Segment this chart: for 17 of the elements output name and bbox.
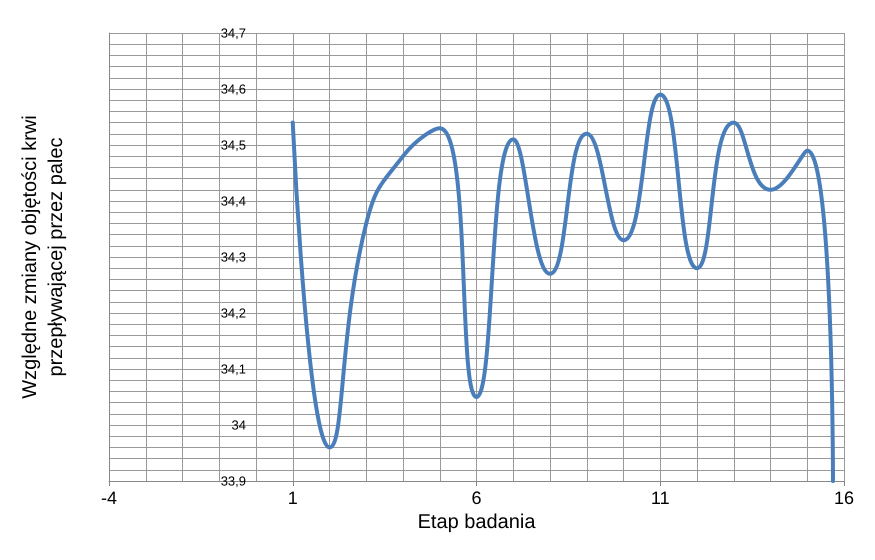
x-tick-label: 16 [834, 488, 854, 508]
line-series [290, 92, 835, 483]
x-tick-label: 6 [471, 488, 482, 508]
x-tick-label: 1 [288, 488, 298, 508]
x-axis-title: Etap badania [418, 510, 536, 533]
y-tick-label: 34,2 [220, 306, 246, 320]
y-tick-label: 34,6 [220, 82, 246, 96]
y-tick-label: 34,3 [220, 250, 246, 264]
y-tick-label: 34 [232, 418, 246, 432]
y-tick-label: 34,5 [220, 138, 246, 152]
y-tick-label: 34,1 [220, 362, 246, 376]
y-tick-label: 34,4 [220, 194, 246, 208]
y-tick-label: 34,7 [220, 26, 246, 40]
x-tick-label: 11 [650, 488, 670, 508]
x-tick-label: -4 [100, 488, 118, 508]
y-axis-title: Względne zmiany objętości krwi przepływającej przez palec [19, 115, 67, 399]
y-tick-label: 33,9 [220, 474, 246, 488]
